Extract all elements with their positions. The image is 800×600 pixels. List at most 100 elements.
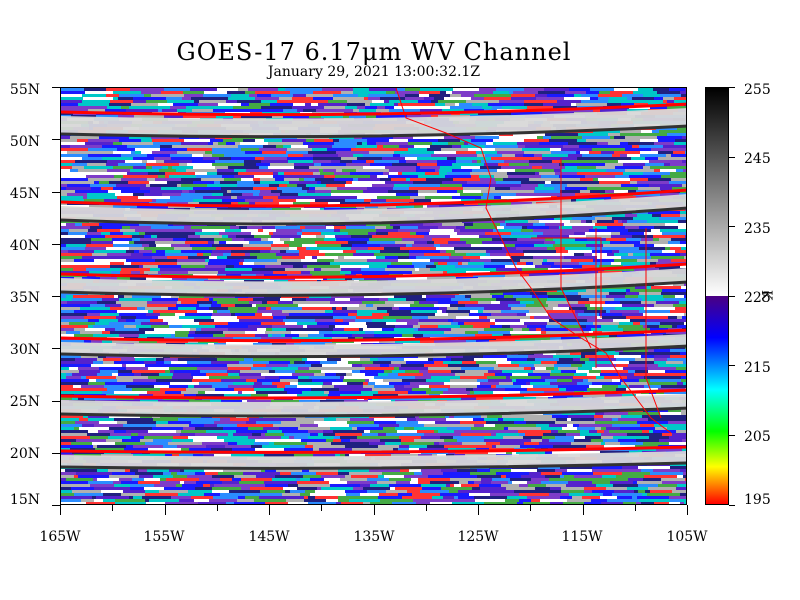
noise-streak bbox=[149, 499, 179, 502]
noise-streak bbox=[618, 160, 649, 163]
noise-streak bbox=[142, 160, 147, 163]
noise-streak bbox=[177, 259, 205, 262]
noise-streak bbox=[66, 331, 80, 334]
noise-streak bbox=[594, 184, 621, 187]
noise-streak bbox=[361, 250, 380, 253]
noise-streak bbox=[83, 196, 87, 199]
noise-streak bbox=[563, 502, 584, 504]
noise-streak bbox=[184, 469, 204, 472]
noise-streak bbox=[582, 496, 600, 499]
noise-streak bbox=[669, 436, 686, 439]
noise-streak bbox=[609, 334, 617, 337]
noise-streak bbox=[549, 226, 559, 229]
noise-streak bbox=[545, 181, 551, 184]
noise-streak bbox=[434, 244, 440, 247]
noise-streak bbox=[386, 226, 393, 229]
noise-streak bbox=[99, 136, 129, 139]
swath-band bbox=[61, 334, 686, 357]
noise-streak bbox=[501, 484, 519, 487]
noise-streak bbox=[193, 166, 197, 169]
noise-streak bbox=[677, 424, 686, 427]
noise-streak bbox=[389, 139, 408, 142]
noise-streak bbox=[405, 331, 423, 334]
noise-streak bbox=[411, 478, 418, 481]
noise-streak bbox=[336, 373, 346, 376]
noise-streak bbox=[431, 154, 464, 157]
noise-streak bbox=[673, 304, 686, 307]
noise-streak bbox=[271, 421, 281, 424]
noise-streak bbox=[504, 427, 508, 430]
noise-streak bbox=[90, 304, 105, 307]
noise-streak bbox=[396, 193, 418, 196]
tick-mark bbox=[52, 505, 60, 506]
noise-streak bbox=[422, 502, 430, 504]
noise-streak bbox=[670, 466, 686, 469]
noise-streak bbox=[544, 88, 569, 91]
noise-streak bbox=[85, 238, 91, 241]
noise-streak bbox=[349, 322, 366, 325]
noise-streak bbox=[345, 106, 357, 109]
noise-streak bbox=[482, 106, 492, 109]
noise-streak bbox=[418, 322, 451, 325]
noise-streak bbox=[384, 370, 392, 373]
noise-streak bbox=[72, 490, 101, 493]
noise-streak bbox=[297, 487, 317, 490]
noise-streak bbox=[350, 298, 379, 301]
noise-streak bbox=[147, 178, 155, 181]
noise-streak bbox=[622, 304, 654, 307]
noise-streak bbox=[102, 145, 127, 148]
noise-streak bbox=[681, 412, 686, 415]
noise-streak bbox=[172, 376, 193, 379]
noise-streak bbox=[621, 415, 642, 418]
noise-streak bbox=[496, 433, 519, 436]
noise-streak bbox=[389, 382, 410, 385]
noise-streak bbox=[377, 307, 392, 310]
noise-streak bbox=[442, 181, 456, 184]
noise-streak bbox=[172, 439, 193, 442]
noise-streak bbox=[549, 493, 569, 496]
noise-streak bbox=[181, 178, 201, 181]
noise-streak bbox=[440, 436, 453, 439]
noise-streak bbox=[651, 148, 674, 151]
noise-streak bbox=[160, 148, 187, 151]
noise-streak bbox=[414, 199, 431, 202]
noise-streak bbox=[562, 379, 572, 382]
noise-streak bbox=[216, 115, 233, 118]
noise-streak bbox=[358, 94, 368, 97]
noise-streak bbox=[651, 286, 681, 289]
noise-streak bbox=[377, 106, 385, 109]
noise-streak bbox=[628, 142, 654, 145]
noise-streak bbox=[61, 472, 76, 475]
noise-streak bbox=[280, 250, 286, 253]
noise-streak bbox=[461, 199, 475, 202]
noise-streak bbox=[455, 265, 484, 268]
noise-streak bbox=[102, 331, 110, 334]
noise-streak bbox=[226, 274, 241, 277]
noise-streak bbox=[124, 262, 131, 265]
noise-streak bbox=[378, 475, 384, 478]
noise-streak bbox=[308, 430, 323, 433]
noise-streak bbox=[99, 151, 113, 154]
noise-streak bbox=[87, 196, 117, 199]
noise-streak bbox=[310, 88, 322, 91]
noise-streak bbox=[218, 472, 243, 475]
noise-streak bbox=[408, 139, 438, 142]
noise-streak bbox=[104, 385, 126, 388]
noise-streak bbox=[524, 253, 548, 256]
noise-streak bbox=[555, 241, 586, 244]
noise-streak bbox=[61, 142, 85, 145]
noise-streak bbox=[615, 175, 629, 178]
noise-streak bbox=[338, 469, 369, 472]
noise-streak bbox=[654, 361, 666, 364]
noise-streak bbox=[379, 424, 399, 427]
noise-streak bbox=[574, 439, 591, 442]
noise-streak bbox=[414, 205, 423, 208]
noise-streak bbox=[251, 394, 268, 397]
noise-streak bbox=[596, 373, 600, 376]
noise-streak bbox=[436, 265, 455, 268]
noise-streak bbox=[353, 109, 359, 112]
noise-streak bbox=[365, 103, 370, 106]
noise-streak bbox=[639, 292, 661, 295]
noise-streak bbox=[665, 370, 686, 373]
noise-streak bbox=[182, 484, 203, 487]
